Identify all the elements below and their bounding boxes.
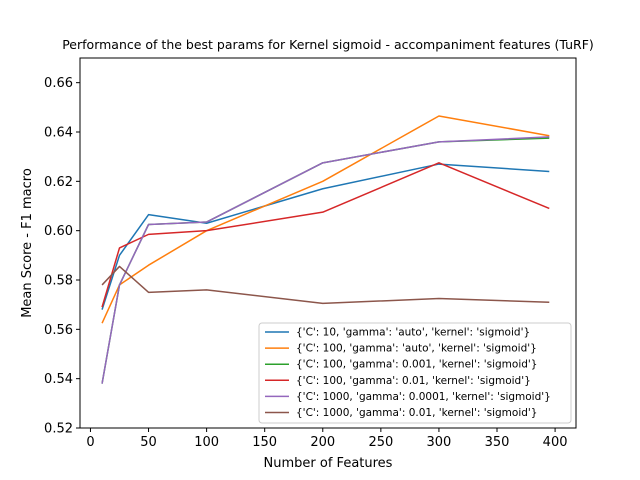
y-tick-label: 0.52 (44, 422, 73, 437)
x-tick-label: 150 (252, 435, 277, 450)
y-tick-label: 0.54 (44, 372, 73, 387)
y-tick-label: 0.66 (44, 76, 73, 91)
legend-label: {'C': 10, 'gamma': 'auto', 'kernel': 'si… (296, 327, 530, 339)
legend-label: {'C': 100, 'gamma': 0.001, 'kernel': 'si… (296, 359, 537, 371)
x-tick-label: 300 (427, 435, 452, 450)
x-tick-label: 100 (194, 435, 219, 450)
x-axis-label: Number of Features (264, 456, 393, 471)
legend-label: {'C': 100, 'gamma': 0.01, 'kernel': 'sig… (296, 375, 531, 387)
x-tick-label: 350 (485, 435, 510, 450)
y-tick-label: 0.56 (44, 323, 73, 338)
y-tick-label: 0.58 (44, 274, 73, 289)
y-tick-label: 0.60 (44, 224, 73, 239)
x-tick-label: 0 (86, 435, 94, 450)
y-tick-label: 0.64 (44, 126, 73, 141)
y-axis-label: Mean Score - F1 macro (20, 168, 35, 318)
y-tick-label: 0.62 (44, 175, 73, 190)
legend-box (258, 322, 572, 424)
series-line-1 (101, 163, 550, 310)
legend-label: {'C': 1000, 'gamma': 0.0001, 'kernel': '… (296, 391, 551, 403)
chart-title: Performance of the best params for Kerne… (62, 37, 594, 52)
series-line-5 (101, 136, 550, 384)
series-line-4 (101, 162, 550, 308)
x-tick-label: 200 (310, 435, 335, 450)
series-line-6 (101, 265, 550, 305)
x-axis-ticks: 0 50 100 150 200 250 300 350 400 (86, 428, 568, 450)
x-tick-label: 50 (140, 435, 157, 450)
legend-label: {'C': 1000, 'gamma': 0.01, 'kernel': 'si… (296, 407, 537, 419)
plot-frame (79, 57, 577, 429)
legend: {'C': 10, 'gamma': 'auto', 'kernel': 'si… (258, 322, 572, 424)
y-axis-ticks: 0.52 0.54 0.56 0.58 0.60 0.62 0.64 0.66 (44, 76, 80, 437)
legend-label: {'C': 100, 'gamma': 'auto', 'kernel': 's… (296, 343, 537, 355)
series-lines (101, 115, 550, 384)
x-tick-label: 250 (368, 435, 393, 450)
x-tick-label: 400 (543, 435, 568, 450)
